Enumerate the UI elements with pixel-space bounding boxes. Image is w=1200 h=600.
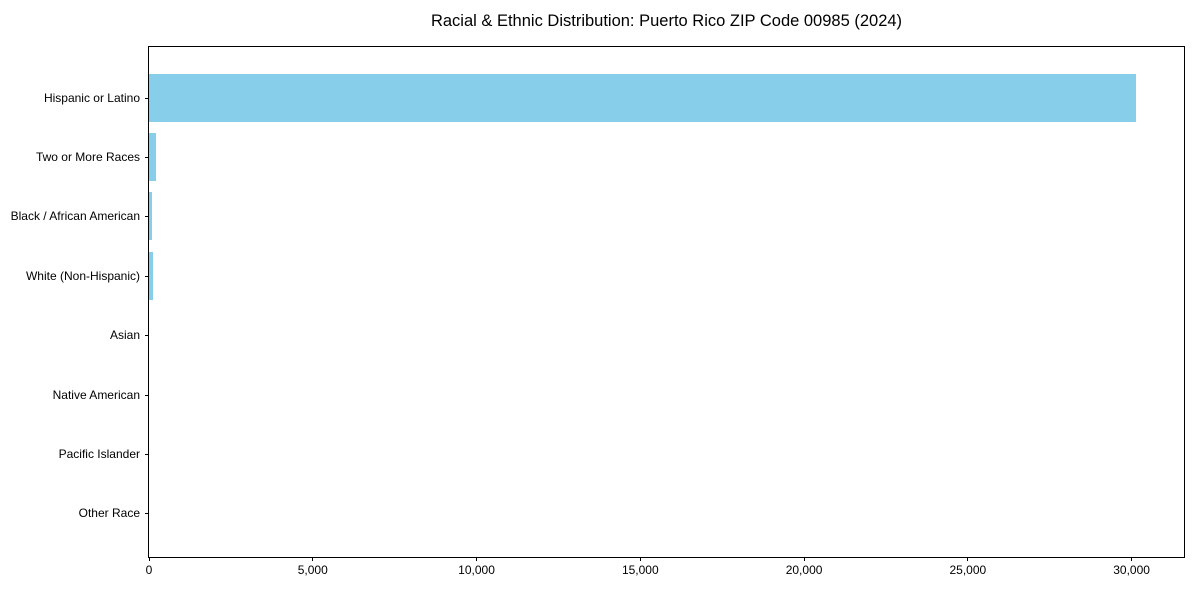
x-tick-mark bbox=[639, 557, 641, 561]
y-tick-mark bbox=[145, 97, 149, 99]
x-tick-mark bbox=[476, 557, 478, 561]
bar bbox=[149, 192, 152, 241]
bar bbox=[149, 133, 156, 182]
y-tick-mark bbox=[145, 394, 149, 396]
bar bbox=[149, 73, 1136, 122]
y-tick-mark bbox=[145, 335, 149, 337]
x-tick-label: 15,000 bbox=[621, 563, 659, 577]
x-tick-mark bbox=[967, 557, 969, 561]
category-label: Asian bbox=[109, 328, 140, 343]
bar-row: Pacific Islander bbox=[59, 424, 1184, 483]
bar bbox=[149, 251, 153, 300]
category-label: Other Race bbox=[78, 506, 140, 521]
bar-row: White (Non-Hispanic) bbox=[26, 246, 1184, 305]
bar-row: Hispanic or Latino bbox=[44, 68, 1184, 127]
x-tick-label: 30,000 bbox=[1113, 563, 1150, 577]
x-tick-label: 25,000 bbox=[949, 563, 987, 577]
x-tick-mark bbox=[1131, 557, 1133, 561]
y-tick-mark bbox=[145, 157, 149, 159]
bar-row: Asian bbox=[110, 306, 1184, 365]
bar-row: Black / African American bbox=[11, 187, 1184, 246]
x-tick-label: 20,000 bbox=[785, 563, 823, 577]
chart-title: Racial & Ethnic Distribution: Puerto Ric… bbox=[430, 12, 903, 30]
bar-row: Two or More Races bbox=[36, 127, 1184, 186]
y-tick-mark bbox=[145, 216, 149, 218]
category-label: White (Non-Hispanic) bbox=[25, 268, 140, 283]
x-axis-ticks: 0 5,000 10,000 15,000 20,000 25,000 bbox=[145, 557, 1184, 587]
category-label: Hispanic or Latino bbox=[43, 90, 140, 105]
x-tick-label: 0 bbox=[145, 563, 153, 577]
x-tick-mark bbox=[312, 557, 314, 561]
category-label: Black / African American bbox=[10, 209, 140, 224]
y-tick-mark bbox=[145, 454, 149, 456]
x-tick-mark bbox=[148, 557, 150, 561]
bar-row: Native American bbox=[53, 365, 1184, 424]
x-tick-label: 10,000 bbox=[458, 563, 495, 577]
bar-row: Other Race bbox=[79, 484, 1184, 543]
category-label: Two or More Races bbox=[35, 150, 140, 165]
bars-container: Hispanic or Latino Two or More Races Bla… bbox=[11, 47, 1184, 557]
y-tick-mark bbox=[145, 275, 149, 277]
category-label: Native American bbox=[52, 387, 140, 402]
category-label: Pacific Islander bbox=[58, 447, 140, 462]
x-tick-label: 5,000 bbox=[297, 563, 328, 577]
x-tick-mark bbox=[803, 557, 805, 561]
y-tick-mark bbox=[145, 513, 149, 515]
plot-area: Hispanic or Latino Two or More Races Bla… bbox=[11, 46, 1185, 577]
